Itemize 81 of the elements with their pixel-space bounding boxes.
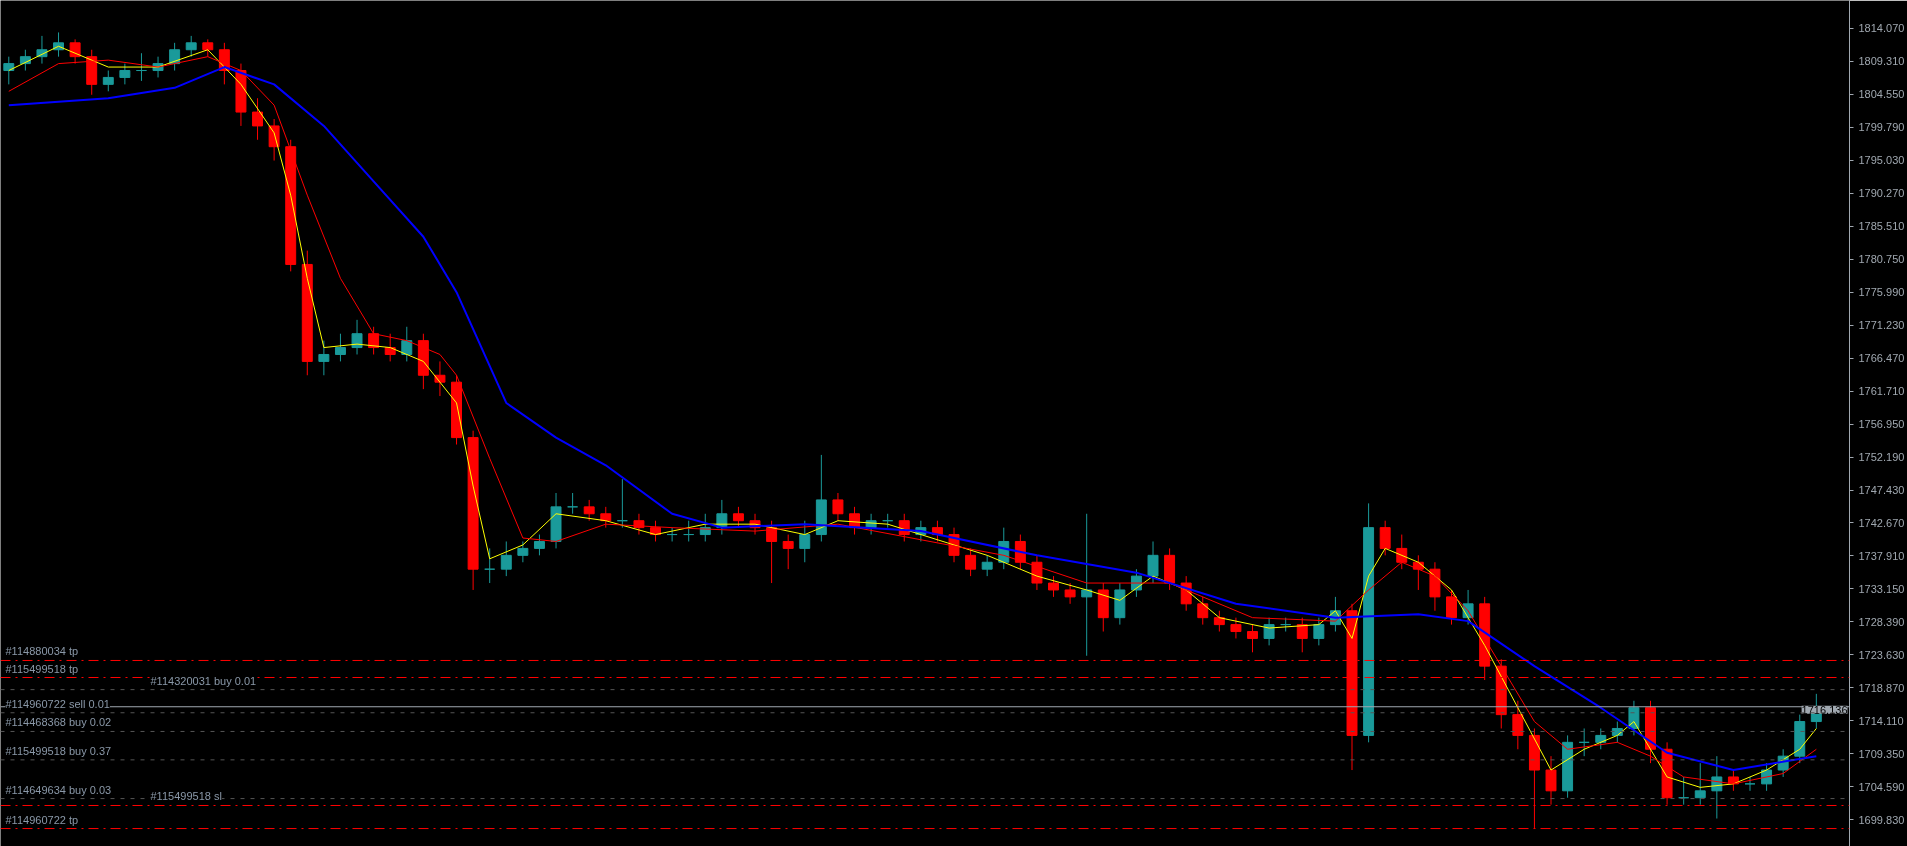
y-tick-label: 1804.550: [1858, 88, 1905, 101]
y-tick-label: 1756.950: [1858, 418, 1905, 431]
candlestick: [1296, 617, 1308, 653]
candlestick: [102, 70, 114, 92]
candlestick: [1512, 700, 1524, 750]
candlestick: [1263, 617, 1275, 646]
y-tick-label: 1747.430: [1858, 484, 1905, 497]
y-tick-label: 1814.070: [1858, 22, 1905, 35]
candlestick: [1694, 762, 1706, 806]
candlestick: [732, 506, 744, 529]
y-tick-label: 1809.310: [1858, 55, 1905, 68]
candlestick: [583, 499, 595, 522]
y-tick-label: 1771.230: [1858, 319, 1905, 332]
candlestick: [334, 333, 346, 362]
y-tick-label: 1766.470: [1858, 352, 1905, 365]
ref-line-label: #114649634 buy 0.03: [5, 783, 112, 796]
candlestick: [799, 520, 811, 563]
y-tick-label: 1799.790: [1858, 121, 1905, 134]
candlestick: [3, 56, 15, 85]
candlestick: [517, 540, 529, 563]
candlestick: [119, 63, 131, 85]
y-tick-label: 1714.110: [1858, 714, 1904, 727]
y-tick-label: 1790.270: [1858, 187, 1905, 200]
candlestick: [1578, 727, 1590, 757]
y-tick-label: 1723.630: [1858, 648, 1905, 661]
candlestick: [1064, 582, 1076, 605]
candlestick: [1081, 513, 1093, 657]
candlestick: [600, 506, 612, 529]
y-tick-label: 1775.990: [1858, 286, 1905, 299]
candlestick: [533, 534, 545, 556]
candlestick: [318, 340, 330, 376]
y-tick-label: 1780.750: [1858, 253, 1905, 266]
candlestick: [1147, 540, 1159, 584]
ref-line-label: #115499518 buy 0.37: [5, 744, 112, 757]
y-tick-label: 1785.510: [1858, 220, 1905, 233]
y-tick-label: 1704.590: [1858, 780, 1905, 793]
y-tick-label: 1733.150: [1858, 582, 1905, 595]
candlestick: [434, 360, 446, 397]
candlestick: [1031, 554, 1043, 591]
ref-line-label: #115499518 tp: [5, 662, 79, 675]
candlestick: [1230, 617, 1242, 639]
ref-line-label: #115499518 sl: [150, 790, 222, 803]
candlestick: [252, 97, 264, 141]
ref-line-label: 1716.136: [1801, 703, 1848, 716]
candlestick: [666, 527, 678, 542]
candlestick: [616, 478, 628, 529]
ref-line-label: #114320031 buy 0.01: [150, 674, 257, 687]
candlestick: [1744, 776, 1756, 792]
candlestick: [1595, 727, 1607, 750]
candlestick: [351, 319, 363, 355]
y-tick-label: 1752.190: [1858, 451, 1905, 464]
candlestick: [683, 520, 695, 542]
candlestick: [1678, 776, 1690, 806]
y-tick-label: 1795.030: [1858, 154, 1905, 167]
candlestick: [567, 492, 579, 515]
y-tick-label: 1699.830: [1858, 813, 1905, 826]
candlestick: [484, 547, 496, 584]
y-tick-label: 1709.350: [1858, 747, 1905, 760]
candlestick: [1048, 575, 1059, 598]
candlestick: [981, 554, 993, 577]
candlestick: [135, 52, 147, 82]
y-tick-label: 1761.710: [1858, 385, 1905, 398]
y-tick-label: 1728.390: [1858, 615, 1905, 628]
candlestick: [1213, 610, 1225, 633]
ref-line-label: #114880034 tp: [5, 645, 79, 658]
candlestick: [1313, 617, 1325, 646]
candlestick: [782, 534, 794, 570]
ref-line-label: #114960722 sell 0.01: [5, 697, 110, 710]
candlestick: [832, 492, 844, 522]
candlestick: [500, 540, 512, 577]
y-tick-label: 1742.670: [1858, 516, 1905, 529]
candlestick: [1197, 596, 1209, 626]
candlestick: [1247, 624, 1258, 653]
ref-line-label: #114468368 buy 0.02: [5, 716, 112, 729]
candlestick: [185, 35, 197, 58]
candlestick: [1379, 520, 1391, 556]
y-tick-label: 1737.910: [1858, 549, 1905, 562]
ref-line-label: #114960722 tp: [5, 813, 79, 826]
candlestick: [1446, 589, 1457, 626]
y-tick-label: 1718.870: [1858, 681, 1905, 694]
candlestick: [1396, 534, 1408, 570]
